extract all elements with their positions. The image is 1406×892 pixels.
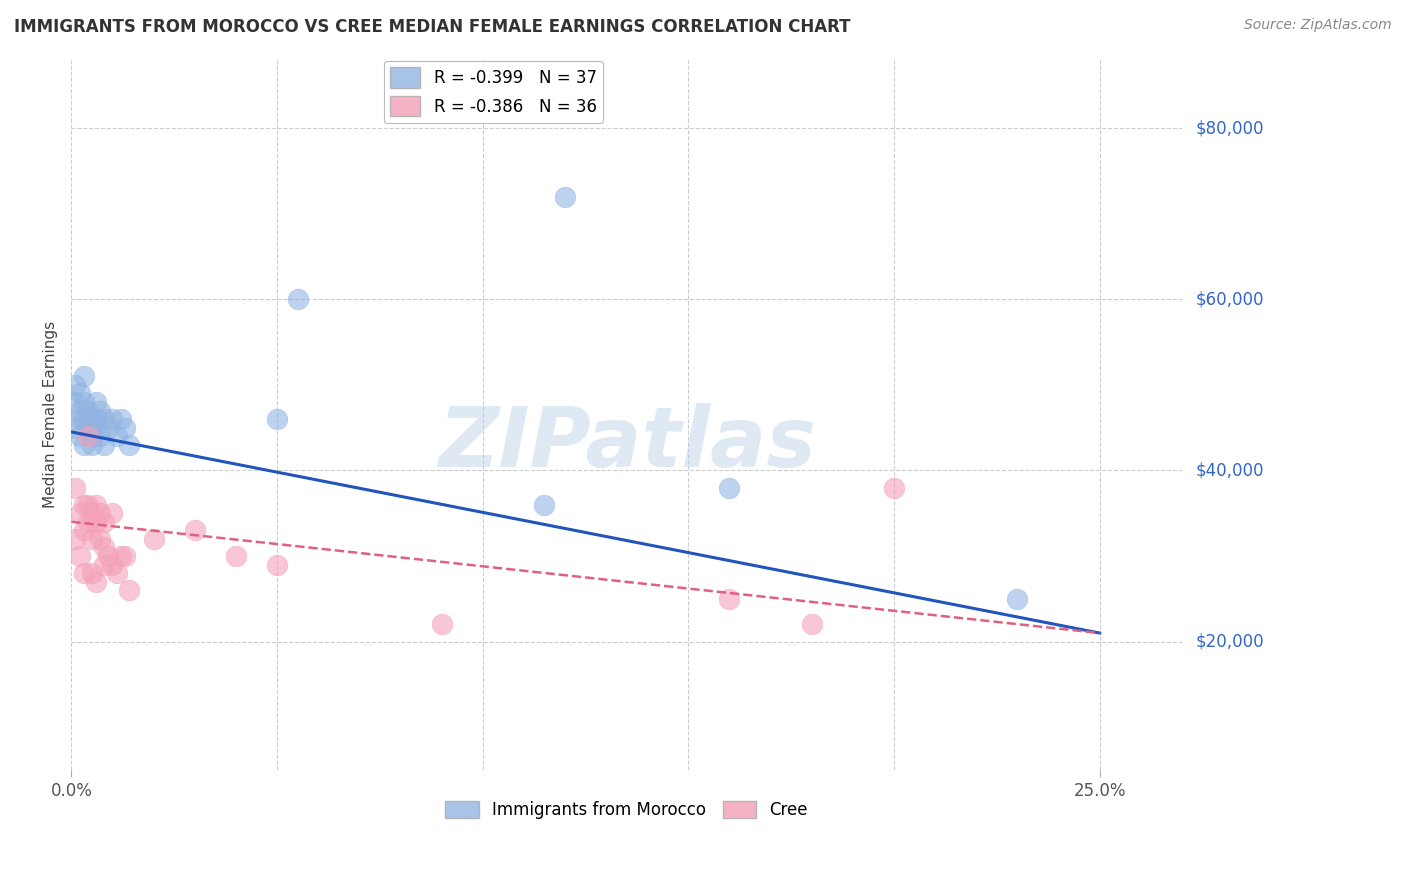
Point xyxy=(93,515,115,529)
Point xyxy=(84,420,107,434)
Text: $60,000: $60,000 xyxy=(1197,290,1264,309)
Point xyxy=(105,429,128,443)
Point xyxy=(84,574,107,589)
Text: IMMIGRANTS FROM MOROCCO VS CREE MEDIAN FEMALE EARNINGS CORRELATION CHART: IMMIGRANTS FROM MOROCCO VS CREE MEDIAN F… xyxy=(14,18,851,36)
Point xyxy=(97,420,120,434)
Text: $20,000: $20,000 xyxy=(1197,632,1264,650)
Point xyxy=(84,412,107,426)
Point xyxy=(101,412,124,426)
Point xyxy=(84,395,107,409)
Point xyxy=(69,403,91,417)
Point xyxy=(65,532,87,546)
Point xyxy=(101,506,124,520)
Point xyxy=(89,403,111,417)
Text: $80,000: $80,000 xyxy=(1197,119,1264,137)
Point xyxy=(69,412,91,426)
Point xyxy=(72,524,94,538)
Point xyxy=(72,566,94,581)
Point xyxy=(80,566,103,581)
Point xyxy=(800,617,823,632)
Point xyxy=(118,583,141,598)
Point xyxy=(225,549,247,563)
Point xyxy=(84,515,107,529)
Point xyxy=(76,412,98,426)
Point xyxy=(101,558,124,572)
Point xyxy=(76,498,98,512)
Point xyxy=(76,515,98,529)
Text: ZIPatlas: ZIPatlas xyxy=(437,402,815,483)
Point xyxy=(84,498,107,512)
Point xyxy=(97,549,120,563)
Point xyxy=(883,481,905,495)
Point xyxy=(65,420,87,434)
Point xyxy=(105,566,128,581)
Point xyxy=(114,420,136,434)
Point xyxy=(142,532,165,546)
Point xyxy=(72,438,94,452)
Point xyxy=(266,558,288,572)
Text: $40,000: $40,000 xyxy=(1197,461,1264,479)
Point xyxy=(80,506,103,520)
Point xyxy=(114,549,136,563)
Point xyxy=(65,377,87,392)
Point xyxy=(118,438,141,452)
Point xyxy=(718,481,741,495)
Point xyxy=(430,617,453,632)
Point xyxy=(69,506,91,520)
Point xyxy=(554,189,576,203)
Point xyxy=(110,549,132,563)
Point xyxy=(72,369,94,384)
Point xyxy=(69,429,91,443)
Point xyxy=(80,420,103,434)
Point xyxy=(76,403,98,417)
Point xyxy=(110,412,132,426)
Point xyxy=(93,412,115,426)
Text: Source: ZipAtlas.com: Source: ZipAtlas.com xyxy=(1244,18,1392,32)
Legend: Immigrants from Morocco, Cree: Immigrants from Morocco, Cree xyxy=(439,794,814,826)
Point xyxy=(72,412,94,426)
Point xyxy=(80,532,103,546)
Point xyxy=(65,395,87,409)
Point xyxy=(287,292,309,306)
Point xyxy=(76,420,98,434)
Point xyxy=(80,429,103,443)
Point xyxy=(72,498,94,512)
Point xyxy=(72,395,94,409)
Point xyxy=(76,429,98,443)
Point xyxy=(93,541,115,555)
Point xyxy=(65,481,87,495)
Point xyxy=(266,412,288,426)
Point xyxy=(80,412,103,426)
Point xyxy=(1007,591,1029,606)
Point xyxy=(89,506,111,520)
Point xyxy=(183,524,205,538)
Point xyxy=(93,558,115,572)
Point xyxy=(80,438,103,452)
Point xyxy=(533,498,555,512)
Point xyxy=(89,532,111,546)
Point xyxy=(718,591,741,606)
Point xyxy=(93,438,115,452)
Point xyxy=(69,386,91,401)
Y-axis label: Median Female Earnings: Median Female Earnings xyxy=(44,321,58,508)
Point xyxy=(69,549,91,563)
Point xyxy=(89,429,111,443)
